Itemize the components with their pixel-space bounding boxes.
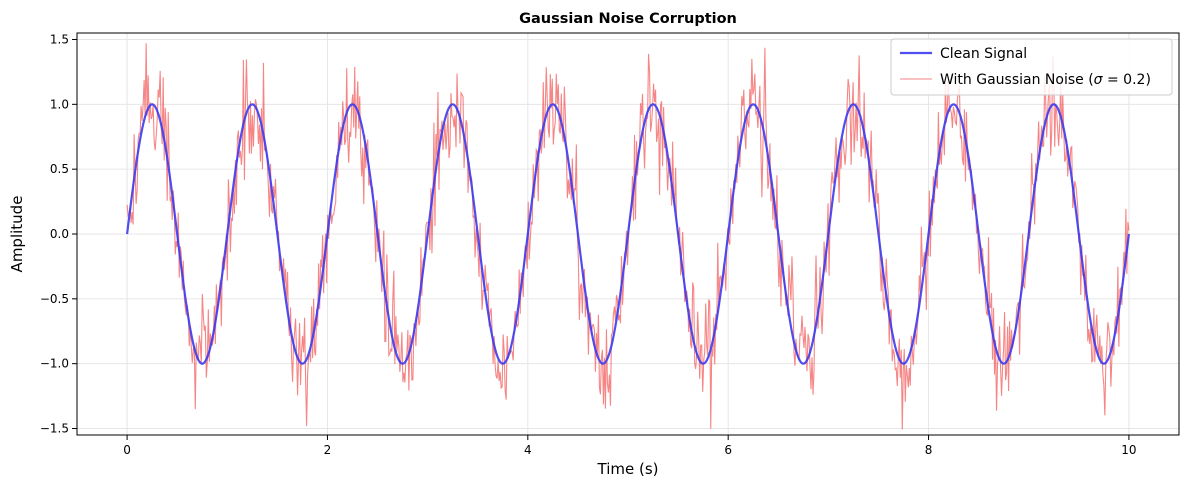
legend-noisy-label: With Gaussian Noise (σ = 0.2) xyxy=(940,72,1151,88)
legend: Clean Signal With Gaussian Noise (σ = 0.… xyxy=(890,38,1173,96)
x-axis: 0 2 4 6 8 10 xyxy=(123,435,1137,457)
chart-title: Gaussian Noise Corruption xyxy=(519,11,737,27)
y-tick-label: 0.5 xyxy=(50,162,69,176)
y-tick-label: −0.5 xyxy=(40,292,69,306)
x-tick-label: 6 xyxy=(724,443,732,457)
legend-noisy-label-prefix: With Gaussian Noise ( xyxy=(940,72,1094,88)
x-tick-label: 0 xyxy=(123,443,131,457)
legend-clean-label: Clean Signal xyxy=(940,46,1027,62)
legend-noisy-label-suffix: = 0.2) xyxy=(1103,72,1151,88)
legend-box xyxy=(890,38,1173,96)
y-tick-label: 1.0 xyxy=(50,97,69,111)
x-tick-label: 4 xyxy=(524,443,532,457)
y-tick-label: 1.5 xyxy=(50,32,69,46)
y-axis-label: Amplitude xyxy=(8,196,26,273)
y-tick-label: −1.5 xyxy=(40,422,69,436)
y-axis: −1.5 −1.0 −0.5 0.0 0.5 1.0 1.5 xyxy=(40,32,77,436)
legend-noisy-label-sigma: σ xyxy=(1094,72,1104,88)
x-tick-label: 8 xyxy=(925,443,933,457)
x-tick-label: 2 xyxy=(324,443,332,457)
x-tick-label: 10 xyxy=(1121,443,1136,457)
x-axis-label: Time (s) xyxy=(597,460,659,478)
noisy-series-line xyxy=(126,43,1130,430)
clean-series-line xyxy=(125,103,1131,365)
y-tick-label: −1.0 xyxy=(40,357,69,371)
y-tick-label: 0.0 xyxy=(50,227,69,241)
series-layer xyxy=(125,43,1131,430)
